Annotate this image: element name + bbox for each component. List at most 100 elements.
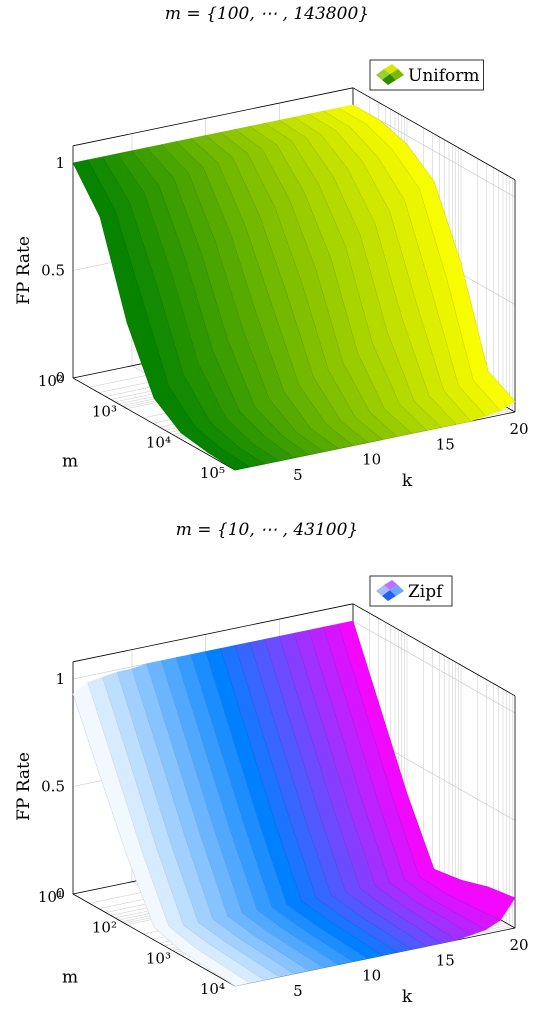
- m-tick-label: 10²: [38, 372, 63, 390]
- z-tick-label: 0.5: [41, 778, 65, 796]
- surface-mesh-line: [87, 159, 250, 468]
- m-tick-label: 10³: [146, 949, 171, 967]
- legend-icon-patch: [384, 580, 398, 590]
- m-tick-label: 10³: [92, 403, 117, 421]
- surface-mesh-line: [72, 693, 236, 987]
- z-tick-label: 0: [55, 369, 65, 387]
- m-axis-line: [72, 377, 236, 471]
- z-axis-label: FP Rate: [14, 752, 34, 821]
- surface: [72, 104, 516, 471]
- surface-mesh-line: [161, 660, 324, 968]
- legend-surface-icon: [376, 580, 404, 601]
- surface-mesh-line: [131, 150, 295, 459]
- k-tick-label: 15: [436, 951, 455, 969]
- surface-mesh-line: [293, 116, 457, 425]
- surface-mesh-line: [146, 147, 309, 455]
- surface-mesh-line: [175, 141, 339, 449]
- surface: [72, 620, 516, 987]
- surface-mesh-line: [323, 110, 486, 417]
- surface-plot-zipf: 5 10 15 20 10¹ 10² 10³ 10⁴ 0 0.5 1 k m FP Rate Zipf: [14, 575, 529, 1007]
- surface-mesh-line: [338, 624, 501, 921]
- legend-label: Zipf: [408, 582, 444, 602]
- z-tick-label: 0: [55, 885, 65, 903]
- surface-patch: [207, 965, 251, 987]
- k-tick-label: 5: [293, 466, 303, 484]
- m-tick-label: 10¹: [38, 888, 63, 906]
- legend: Uniform: [369, 59, 484, 91]
- surface-mesh-line: [352, 104, 516, 402]
- grid-line: [352, 620, 516, 714]
- m-tick-label: 10²: [92, 919, 117, 937]
- legend-icon-patch: [382, 74, 396, 85]
- k-tick-label: 15: [436, 435, 455, 453]
- surface-mesh-line: [323, 627, 486, 931]
- surface-mesh-line: [234, 645, 398, 953]
- axis-edge: [352, 603, 516, 697]
- legend-icon-patch: [384, 64, 398, 74]
- legend-icon-patch: [390, 69, 404, 80]
- z-tick-label: 1: [55, 154, 65, 172]
- axis-edge: [72, 603, 354, 663]
- legend-icon-patch: [376, 585, 390, 596]
- surface-mesh-line: [308, 113, 472, 422]
- chart-title: m = {10, ⋯ , 43100}: [175, 520, 359, 540]
- surface-mesh-line: [116, 671, 280, 978]
- tick-labels: 5 10 15 20 10¹ 10² 10³ 10⁴ 0 0.5 1: [38, 670, 529, 1000]
- surface-mesh-line: [102, 677, 265, 981]
- surface-mesh-line: [279, 636, 442, 944]
- legend-label: Uniform: [408, 66, 480, 86]
- chart-panel-zipf: m = {10, ⋯ , 43100} 5 10 15 20 10¹ 10² 10³ 10⁴ 0…: [0, 516, 534, 1032]
- surface-mesh-line: [308, 630, 471, 936]
- surface-mesh-line: [190, 138, 354, 446]
- surface-mesh-line: [190, 654, 354, 962]
- m-axis-label: m: [62, 968, 78, 988]
- surface-mesh-line: [87, 682, 250, 984]
- surface-mesh-line: [146, 663, 309, 971]
- surface-mesh-line: [205, 651, 368, 959]
- k-tick-label: 10: [362, 451, 381, 469]
- surface-mesh-line: [338, 107, 501, 411]
- surface-mesh-line: [279, 120, 442, 428]
- tick-labels: 5 10 15 20 10² 10³ 10⁴ 10⁵ 0 0.5 1: [38, 154, 529, 484]
- surface-mesh-line: [293, 633, 457, 941]
- surface-mesh-line: [131, 668, 295, 975]
- k-tick-label: 20: [509, 936, 528, 954]
- surface-mesh-line: [102, 156, 265, 465]
- axis-edge: [352, 87, 516, 181]
- legend: Zipf: [369, 575, 453, 607]
- surface-patch: [207, 449, 251, 471]
- m-tick-label: 10⁴: [146, 433, 171, 451]
- z-tick-label: 1: [55, 670, 65, 688]
- legend-icon-patch: [390, 585, 404, 596]
- surface-mesh-line: [249, 642, 412, 950]
- m-axis-line: [72, 893, 236, 987]
- chart-panel-uniform: m = {100, ⋯ , 143800} 5 10 15 20 10² 10³ 10⁴ 10…: [14, 4, 529, 491]
- surface-mesh-line: [234, 129, 398, 437]
- z-axis-label: FP Rate: [14, 236, 34, 305]
- k-tick-label: 5: [293, 982, 303, 1000]
- m-tick-label: 10⁴: [200, 980, 225, 998]
- surface-mesh-line: [116, 153, 280, 462]
- surface-mesh-line: [352, 620, 516, 899]
- chart-title: m = {100, ⋯ , 143800}: [164, 4, 370, 24]
- surface-mesh-line: [264, 639, 427, 947]
- surface-mesh-line: [249, 126, 412, 434]
- surface-mesh-line: [264, 123, 427, 431]
- m-tick-label: 10⁵: [200, 464, 225, 482]
- k-tick-label: 20: [509, 420, 528, 438]
- surface-mesh-line: [161, 144, 324, 452]
- k-axis-label: k: [402, 471, 413, 491]
- k-tick-label: 10: [362, 967, 381, 985]
- k-axis-label: k: [402, 987, 413, 1007]
- surface-mesh-line: [72, 162, 236, 471]
- surface-mesh-line: [220, 132, 383, 440]
- surface-plot-uniform: 5 10 15 20 10² 10³ 10⁴ 10⁵ 0 0.5 1 k m FP Rate Uniform: [14, 59, 529, 491]
- legend-icon-patch: [382, 590, 396, 601]
- m-axis-label: m: [62, 452, 78, 472]
- z-tick-label: 0.5: [41, 262, 65, 280]
- surface-mesh-line: [205, 135, 368, 443]
- legend-surface-icon: [376, 64, 404, 85]
- surface-mesh-line: [175, 657, 339, 965]
- surface-mesh-line: [220, 648, 383, 956]
- legend-icon-patch: [376, 69, 390, 80]
